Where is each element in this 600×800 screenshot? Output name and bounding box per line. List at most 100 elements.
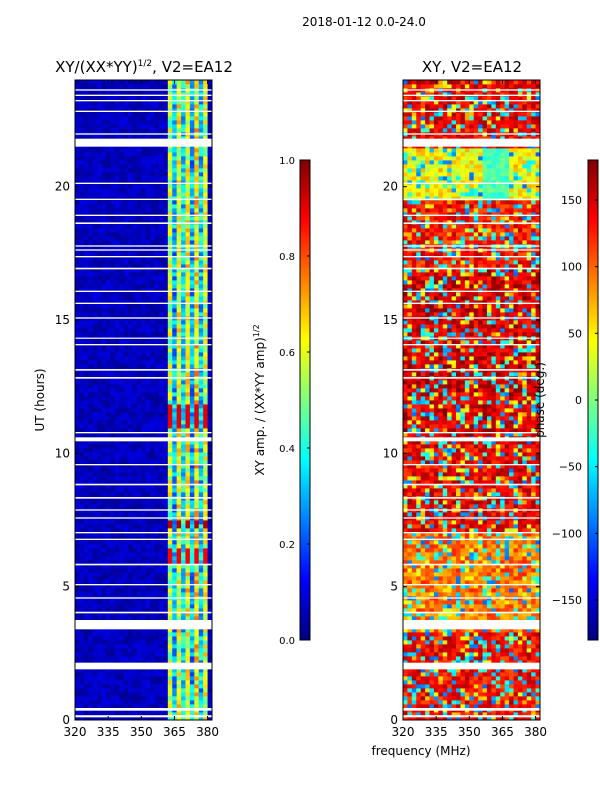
heat-cell — [154, 228, 160, 233]
heat-cell — [194, 528, 200, 533]
heat-cell — [198, 536, 204, 541]
heat-cell — [203, 180, 208, 185]
heat-cell — [207, 400, 213, 405]
heat-cell — [141, 676, 147, 681]
heat-cell — [79, 440, 85, 445]
heat-cell — [123, 288, 129, 293]
heat-cell — [145, 288, 151, 293]
heat-cell — [97, 228, 102, 233]
heat-cell — [101, 548, 107, 553]
heat-cell — [145, 136, 151, 141]
heat-cell — [114, 176, 120, 181]
heat-cell — [145, 528, 151, 533]
heat-cell — [79, 548, 85, 553]
heat-cell — [75, 552, 80, 557]
heat-cell — [158, 160, 164, 165]
heat-cell — [123, 524, 129, 529]
heat-cell — [88, 472, 94, 477]
heat-cell — [154, 308, 160, 313]
heat-cell — [181, 592, 186, 597]
heat-cell — [150, 328, 155, 333]
heat-cell — [189, 408, 195, 413]
heat-cell — [163, 272, 169, 277]
heat-cell — [75, 644, 80, 649]
heat-cell — [207, 100, 213, 105]
heat-cell — [92, 672, 98, 677]
heat-cell — [154, 172, 160, 177]
heat-cell — [150, 320, 155, 325]
heat-cell — [145, 444, 151, 449]
heat-cell — [123, 420, 129, 425]
heat-cell — [189, 228, 195, 233]
heat-cell — [207, 616, 213, 621]
heat-cell — [203, 644, 208, 649]
heat-cell — [189, 196, 195, 201]
heat-cell — [128, 308, 133, 313]
heat-cell — [181, 108, 186, 113]
heat-cell — [128, 656, 133, 661]
heat-cell — [185, 504, 191, 509]
heat-cell — [75, 388, 80, 393]
heat-cell — [198, 448, 204, 453]
heat-cell — [83, 344, 89, 349]
heat-cell — [181, 420, 186, 425]
heat-cell — [83, 136, 89, 141]
heat-cell — [114, 324, 120, 329]
heat-cell — [136, 372, 142, 377]
heat-cell — [163, 160, 169, 165]
heat-cell — [79, 324, 85, 329]
heat-cell — [119, 92, 125, 97]
heat-cell — [167, 400, 173, 405]
heat-cell — [203, 260, 208, 265]
heat-cell — [172, 600, 178, 605]
heat-cell — [203, 372, 208, 377]
heat-cell — [158, 592, 164, 597]
heat-cell — [141, 432, 147, 437]
heat-cell — [119, 128, 125, 133]
heat-cell — [167, 676, 173, 681]
heat-cell — [92, 384, 98, 389]
heat-cell — [97, 260, 102, 265]
heat-cell — [203, 408, 208, 413]
heat-cell — [141, 680, 147, 685]
heat-cell — [158, 284, 164, 289]
heat-cell — [181, 348, 186, 353]
heat-cell — [128, 196, 133, 201]
heat-cell — [105, 216, 111, 221]
heat-cell — [105, 680, 111, 685]
heat-cell — [158, 232, 164, 237]
heat-cell — [132, 692, 138, 697]
heat-cell — [181, 372, 186, 377]
heat-cell — [101, 492, 107, 497]
heat-cell — [128, 332, 133, 337]
heat-cell — [114, 648, 120, 653]
heat-cell — [150, 124, 155, 129]
heat-cell — [88, 656, 94, 661]
heat-cell — [189, 540, 195, 545]
heat-cell — [114, 680, 120, 685]
heat-cell — [158, 236, 164, 241]
heat-cell — [114, 656, 120, 661]
heat-cell — [203, 340, 208, 345]
heat-cell — [141, 268, 147, 273]
heat-cell — [92, 660, 98, 665]
heat-cell — [83, 460, 89, 465]
heat-cell — [167, 588, 173, 593]
heat-cell — [75, 392, 80, 397]
heat-cell — [110, 200, 116, 205]
heat-cell — [150, 184, 155, 189]
heat-cell — [185, 308, 191, 313]
heat-cell — [145, 184, 151, 189]
heat-cell — [141, 208, 147, 213]
heat-cell — [83, 348, 89, 353]
heat-cell — [132, 252, 138, 257]
heat-cell — [194, 492, 200, 497]
heat-cell — [154, 692, 160, 697]
heat-cell — [163, 564, 169, 569]
heat-cell — [110, 288, 116, 293]
heat-cell — [136, 600, 142, 605]
heat-cell — [189, 176, 195, 181]
heat-cell — [194, 328, 200, 333]
heat-cell — [172, 284, 178, 289]
heat-cell — [207, 452, 213, 457]
